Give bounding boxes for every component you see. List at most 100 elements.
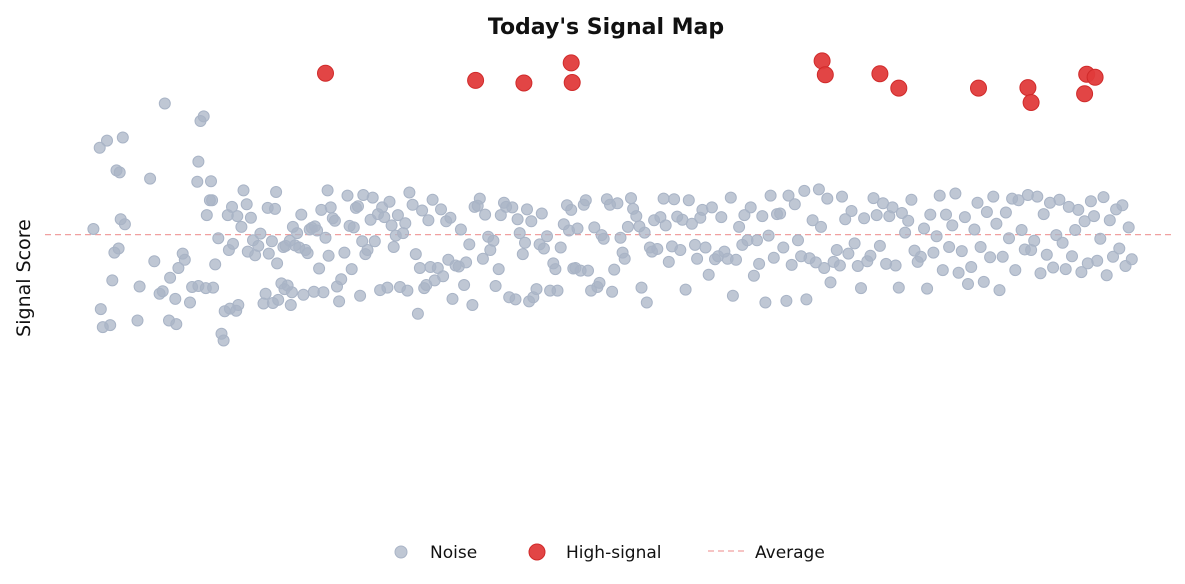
noise-point-102 — [328, 214, 341, 227]
noise-point-169 — [489, 280, 502, 292]
noise-point-245 — [691, 252, 704, 265]
noise-point-275 — [780, 294, 793, 307]
noise-point-120 — [368, 235, 381, 248]
noise-point-105 — [335, 273, 348, 286]
noise-point-119 — [366, 191, 379, 204]
noise-point-263 — [744, 201, 757, 214]
noise-point-39 — [206, 194, 219, 207]
noise-point-85 — [295, 208, 308, 221]
noise-point-323 — [927, 246, 940, 259]
noise-point-290 — [824, 276, 837, 289]
noise-point-365 — [1059, 263, 1072, 276]
noise-point-19 — [156, 285, 169, 298]
noise-point-79 — [284, 299, 297, 311]
noise-point-226 — [638, 226, 651, 239]
noise-point-293 — [833, 259, 846, 272]
noise-point-227 — [640, 296, 653, 309]
noise-point-145 — [426, 193, 439, 206]
noise-point-296 — [842, 247, 855, 260]
noise-point-355 — [1028, 234, 1041, 247]
noise-point-12 — [116, 131, 129, 144]
noise-point-53 — [232, 299, 245, 311]
noise-point-61 — [252, 239, 265, 252]
noise-point-30 — [191, 175, 204, 188]
noise-point-298 — [848, 237, 861, 250]
high-signal-point-2 — [515, 74, 533, 92]
noise-point-319 — [914, 250, 927, 263]
noise-point-243 — [685, 217, 698, 230]
noise-point-71 — [271, 257, 284, 270]
noise-point-313 — [895, 207, 908, 219]
noise-point-5 — [104, 319, 117, 332]
noise-point-94 — [313, 262, 326, 275]
noise-point-382 — [1113, 242, 1126, 255]
noise-point-44 — [217, 334, 230, 347]
noise-point-97 — [319, 231, 332, 244]
noise-point-322 — [924, 208, 937, 221]
high-signal-point-0 — [317, 64, 334, 82]
noise-point-235 — [662, 255, 675, 268]
noise-point-374 — [1088, 210, 1100, 223]
noise-point-266 — [753, 257, 766, 270]
noise-point-217 — [614, 231, 627, 244]
noise-point-288 — [818, 262, 831, 274]
noise-point-189 — [541, 230, 553, 243]
noise-series — [87, 97, 1138, 347]
noise-point-219 — [618, 252, 631, 265]
noise-point-342 — [987, 190, 1000, 203]
noise-point-364 — [1056, 236, 1069, 249]
noise-point-292 — [830, 244, 843, 256]
noise-point-157 — [458, 279, 471, 291]
noise-point-242 — [682, 194, 695, 207]
noise-point-192 — [549, 263, 562, 276]
noise-point-274 — [777, 241, 790, 254]
noise-point-330 — [949, 187, 962, 200]
noise-point-285 — [809, 256, 822, 269]
noise-point-156 — [454, 223, 467, 236]
noise-point-361 — [1047, 261, 1060, 274]
noise-point-344 — [993, 284, 1006, 297]
noise-point-268 — [759, 296, 772, 309]
noise-point-231 — [651, 243, 664, 255]
noise-point-301 — [858, 212, 871, 225]
noise-point-287 — [815, 220, 827, 233]
noise-point-225 — [635, 281, 648, 294]
noise-point-143 — [422, 214, 435, 227]
noise-point-371 — [1078, 215, 1091, 228]
noise-point-17 — [148, 255, 161, 268]
noise-point-106 — [338, 246, 351, 259]
noise-point-332 — [955, 245, 968, 258]
noise-point-253 — [715, 211, 728, 224]
noise-point-204 — [579, 194, 592, 207]
noise-point-265 — [751, 234, 763, 247]
noise-point-34 — [197, 110, 210, 123]
noise-point-271 — [767, 251, 780, 264]
noise-point-373 — [1084, 195, 1097, 208]
noise-point-20 — [158, 97, 171, 110]
noise-point-337 — [971, 196, 984, 209]
noise-point-273 — [774, 207, 787, 220]
noise-point-15 — [133, 280, 146, 293]
noise-point-80 — [285, 286, 298, 299]
noise-point-306 — [873, 239, 886, 252]
noise-point-114 — [356, 235, 369, 248]
high-signal-point-1 — [467, 71, 485, 89]
noise-point-284 — [806, 214, 819, 227]
noise-point-22 — [164, 271, 177, 284]
noise-point-109 — [345, 263, 358, 276]
high-signal-point-11 — [1022, 94, 1040, 111]
noise-point-257 — [726, 289, 739, 302]
noise-point-158 — [460, 256, 473, 269]
noise-point-350 — [1012, 194, 1025, 207]
noise-point-28 — [184, 296, 196, 309]
noise-point-130 — [391, 209, 404, 222]
noise-point-327 — [940, 208, 952, 221]
noise-point-328 — [943, 241, 956, 253]
noise-point-176 — [509, 293, 522, 306]
noise-point-303 — [864, 249, 877, 262]
noise-point-334 — [962, 278, 974, 290]
noise-point-49 — [226, 200, 238, 213]
noise-point-140 — [416, 204, 429, 217]
noise-point-297 — [845, 205, 858, 217]
noise-point-386 — [1125, 253, 1138, 266]
